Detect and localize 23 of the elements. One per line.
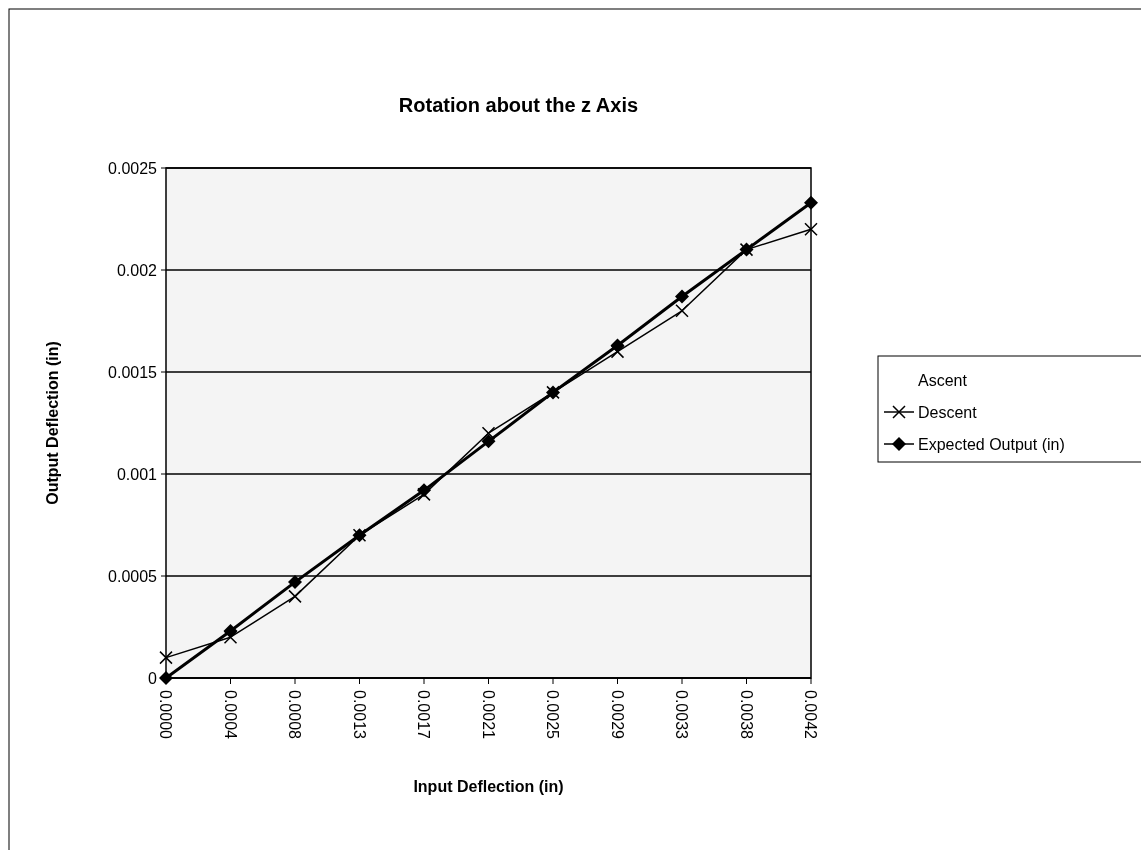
x-axis-title: Input Deflection (in) [413, 778, 564, 795]
x-tick-label: 0.0004 [221, 690, 239, 740]
x-tick-label: 0.0038 [737, 690, 755, 740]
x-tick-label: 0.0033 [673, 690, 690, 740]
y-tick-label: 0.0025 [108, 160, 158, 177]
y-axis-title: Output Deflection (in) [44, 341, 61, 505]
x-tick-label: 0.0042 [802, 690, 819, 740]
y-tick-label: 0.002 [116, 262, 158, 279]
y-tick-label: 0.001 [116, 466, 158, 483]
y-tick-label: 0 [148, 670, 158, 687]
legend-label: Expected Output (in) [918, 436, 1065, 453]
x-tick-label: 0.0013 [350, 690, 368, 740]
y-tick-label: 0.0005 [108, 568, 158, 585]
text: Ascent [918, 372, 968, 389]
chart-title: Rotation about the z Axis [398, 94, 639, 116]
x-tick-label: 0.0021 [479, 690, 497, 740]
y-tick-label: 0.0015 [108, 364, 158, 381]
x-tick-label: 0.0000 [157, 690, 174, 740]
legend-label: Descent [918, 404, 978, 421]
x-tick-label: 0.0017 [415, 690, 432, 740]
x-tick-label: 0.0025 [544, 690, 561, 740]
x-tick-label: 0.0029 [608, 690, 626, 740]
x-tick-label: 0.0008 [286, 690, 303, 740]
